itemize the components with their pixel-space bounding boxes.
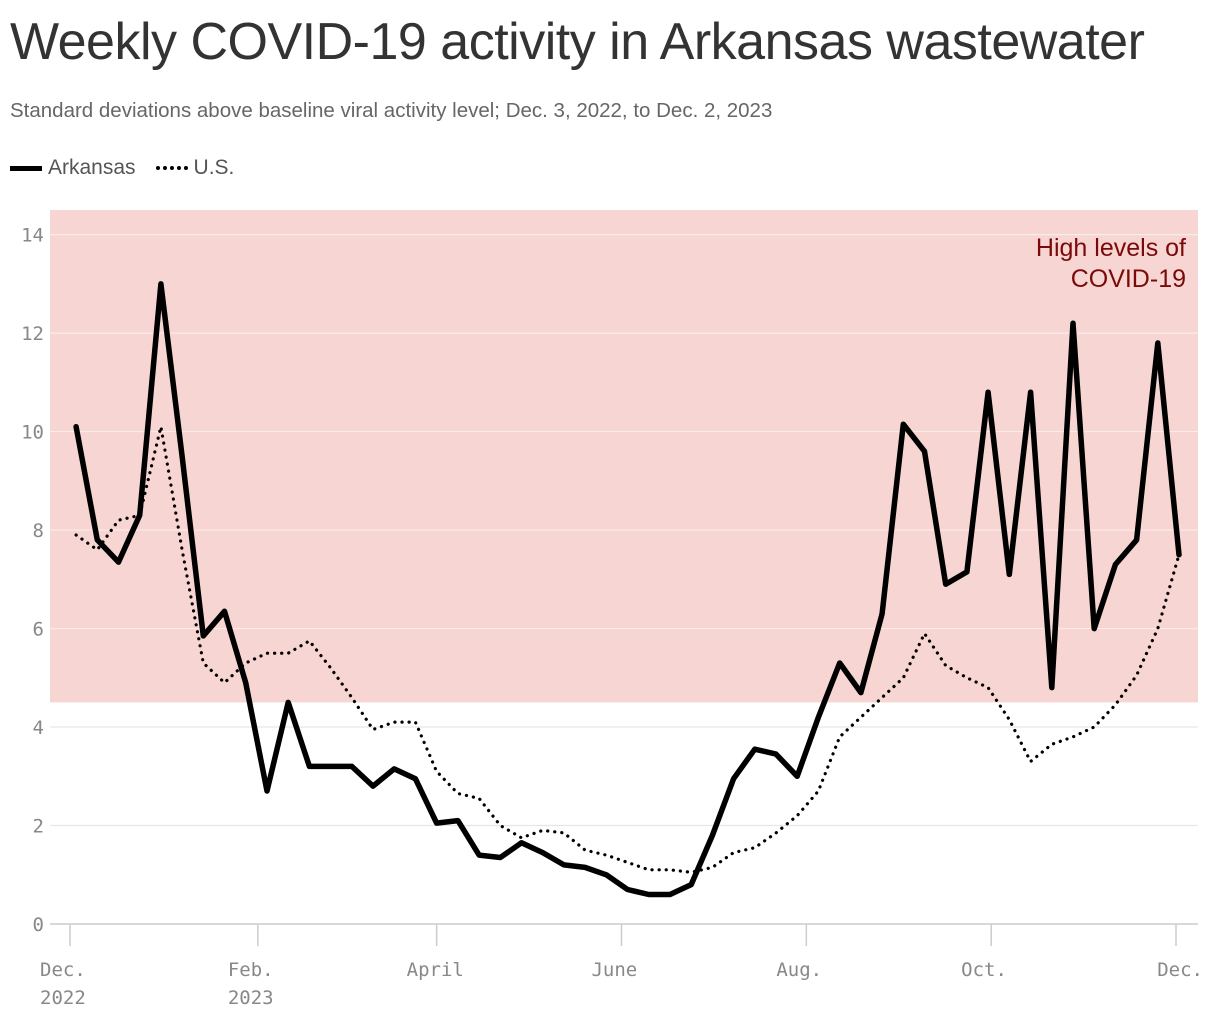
- y-tick-label: 8: [33, 520, 44, 542]
- legend-item-us: U.S.: [155, 156, 235, 180]
- high-level-band: [50, 210, 1198, 703]
- band-label: High levels of: [1036, 234, 1186, 262]
- y-tick-label: 14: [21, 225, 44, 247]
- x-tick-label: Dec.: [40, 959, 86, 981]
- y-tick-label: 6: [33, 619, 44, 641]
- x-tick-label: 2023: [228, 987, 274, 1009]
- y-tick-label: 2: [33, 816, 44, 838]
- y-tick-label: 10: [21, 422, 44, 444]
- x-tick-label: Oct.: [961, 959, 1007, 981]
- chart-title: Weekly COVID-19 activity in Arkansas was…: [10, 13, 1145, 71]
- x-tick-label: Aug.: [776, 959, 822, 981]
- legend-label-arkansas: Arkansas: [48, 156, 136, 179]
- y-tick-label: 0: [33, 914, 44, 936]
- legend: Arkansas U.S.: [10, 156, 254, 180]
- legend-item-arkansas: Arkansas: [10, 156, 136, 180]
- series-line-us: [74, 425, 1181, 874]
- band-label: COVID-19: [1071, 265, 1186, 293]
- legend-swatch-dotted: [155, 166, 188, 170]
- x-tick-label: June: [591, 959, 637, 981]
- chart-subtitle: Standard deviations above baseline viral…: [10, 99, 773, 122]
- x-tick-label: Dec.: [1157, 959, 1203, 981]
- series-line-arkansas: [73, 281, 1182, 898]
- x-tick-label: 2022: [40, 987, 86, 1009]
- y-tick-label: 12: [21, 323, 44, 345]
- x-tick-label: April: [407, 959, 464, 981]
- x-tick-label: Feb.: [228, 959, 274, 981]
- y-tick-label: 4: [33, 717, 44, 739]
- legend-label-us: U.S.: [193, 156, 235, 179]
- legend-swatch-solid: [10, 165, 42, 171]
